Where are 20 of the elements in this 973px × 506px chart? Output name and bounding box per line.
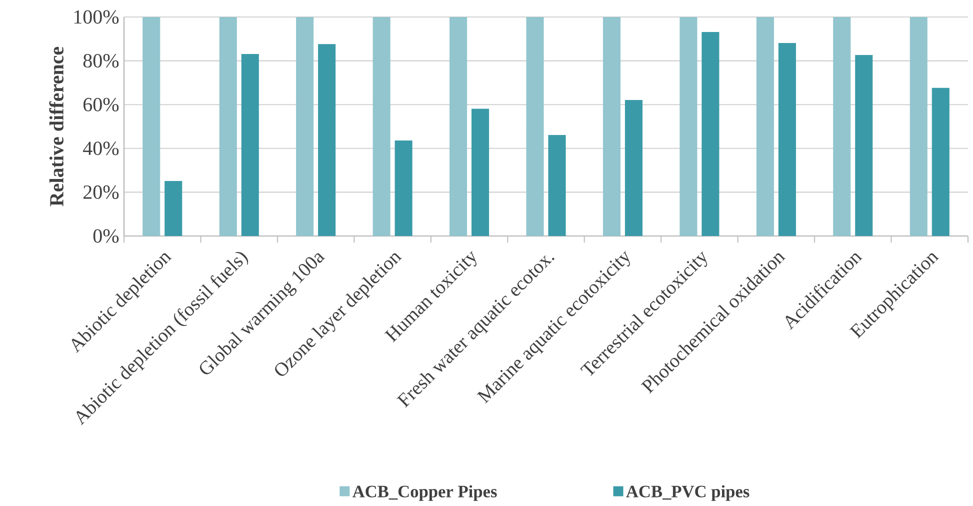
legend-label: ACB_PVC pipes xyxy=(626,485,750,501)
y-tick-label: 0% xyxy=(93,229,119,243)
bar xyxy=(372,16,390,236)
bar xyxy=(833,16,851,236)
y-tick-label: 60% xyxy=(84,98,119,112)
y-tick-label: 40% xyxy=(83,142,119,156)
bar xyxy=(680,16,698,236)
bar xyxy=(910,16,928,236)
y-tick-label: 20% xyxy=(84,185,119,199)
bar xyxy=(756,16,774,236)
bar xyxy=(219,16,237,236)
y-axis-title: Relative difference xyxy=(49,46,64,206)
bar xyxy=(450,16,468,236)
y-tick-label: 100% xyxy=(74,10,119,24)
bar xyxy=(602,16,621,236)
bar xyxy=(142,16,160,236)
bar xyxy=(526,16,544,236)
bar xyxy=(296,16,314,236)
y-tick-label: 80% xyxy=(83,54,119,68)
legend-label: ACB_Copper Pipes xyxy=(352,485,497,501)
